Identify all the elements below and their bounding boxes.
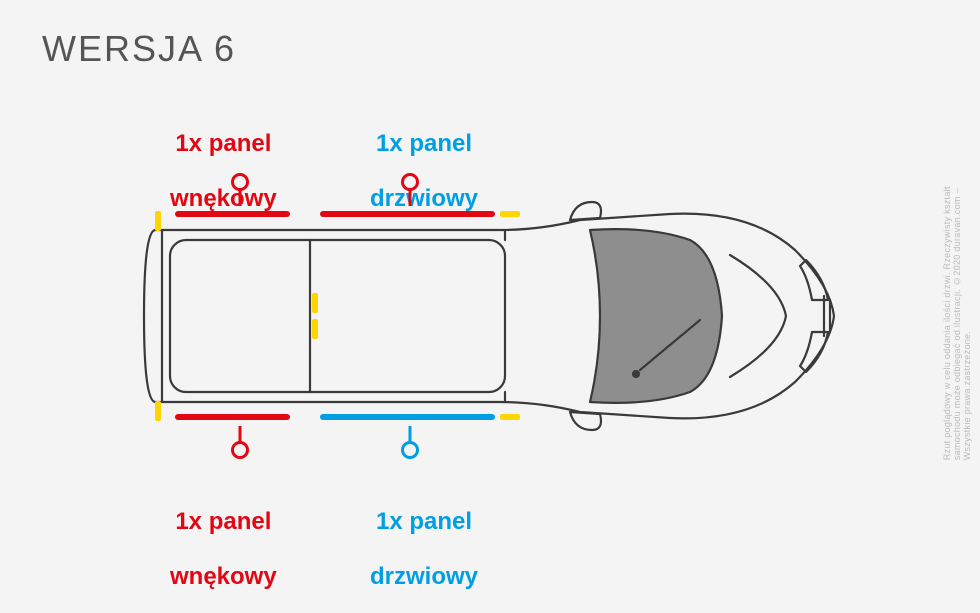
version-title: WERSJA 6	[42, 28, 236, 70]
copyright-text: Rzut poglądowy w celu oddania ilości drz…	[942, 153, 972, 460]
pin-bottom-right	[401, 441, 419, 459]
label-line: drzwiowy	[370, 563, 478, 590]
hinge-marker	[155, 401, 161, 421]
label-line: 1x panel	[175, 508, 271, 535]
label-bottom-right: 1x panel drzwiowy	[370, 480, 478, 590]
hinge-marker	[312, 293, 318, 313]
hinge-marker	[500, 211, 520, 217]
label-bottom-left: 1x panel wnękowy	[170, 480, 277, 590]
label-line: 1x panel	[175, 130, 271, 157]
hinge-marker	[312, 319, 318, 339]
hinge-marker	[500, 414, 520, 420]
panel-segment-top-right	[320, 211, 495, 217]
panel-segment-bottom-right	[320, 414, 495, 420]
label-line: 1x panel	[376, 508, 472, 535]
label-line: wnękowy	[170, 563, 277, 590]
pin-bottom-left	[231, 441, 249, 459]
pin-top-right	[401, 173, 419, 191]
hinge-marker	[155, 211, 161, 231]
label-top-right: 1x panel drzwiowy	[370, 102, 478, 212]
panel-segment-top-left	[175, 211, 290, 217]
panel-segment-bottom-left	[175, 414, 290, 420]
pin-top-left	[231, 173, 249, 191]
label-top-left: 1x panel wnękowy	[170, 102, 277, 212]
van-top-view-illustration	[130, 200, 850, 432]
label-line: 1x panel	[376, 130, 472, 157]
